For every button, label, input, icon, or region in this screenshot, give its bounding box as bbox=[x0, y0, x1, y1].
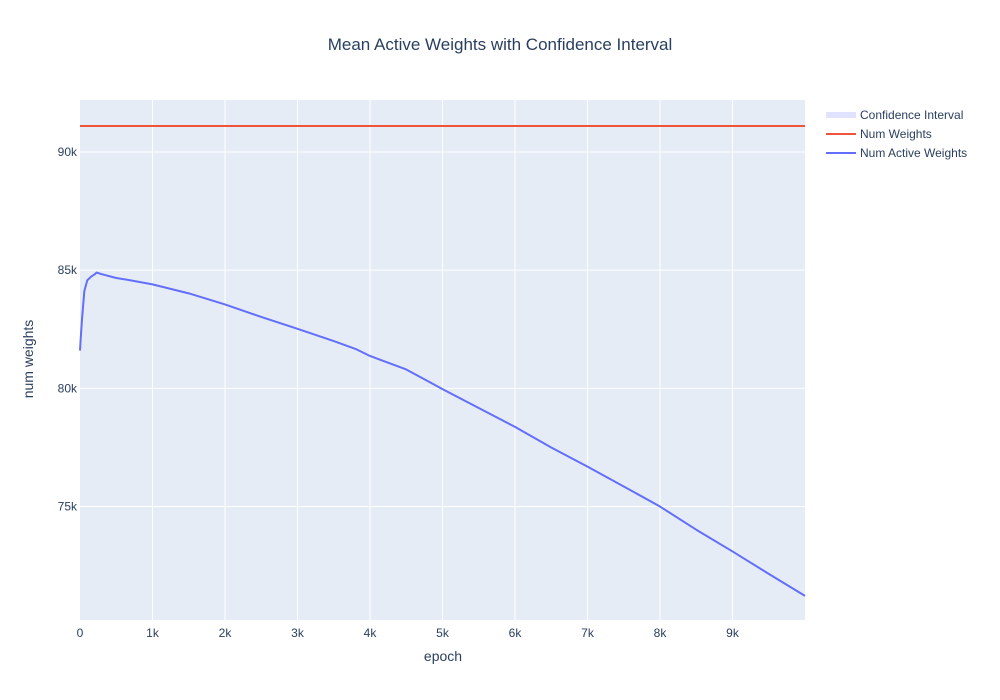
chart-title: Mean Active Weights with Confidence Inte… bbox=[328, 35, 673, 54]
legend-label: Num Active Weights bbox=[860, 146, 967, 160]
x-tick-label: 8k bbox=[654, 626, 668, 640]
legend-label: Num Weights bbox=[860, 127, 932, 141]
x-tick-label: 5k bbox=[436, 626, 450, 640]
x-tick-label: 7k bbox=[581, 626, 595, 640]
y-tick-label: 90k bbox=[58, 145, 78, 159]
x-axis-title: epoch bbox=[424, 648, 462, 664]
x-tick-label: 2k bbox=[219, 626, 233, 640]
y-axis-title: num weights bbox=[20, 320, 36, 399]
legend-label: Confidence Interval bbox=[860, 108, 963, 122]
x-tick-label: 4k bbox=[364, 626, 378, 640]
legend-item-num-active-weights[interactable]: Num Active Weights bbox=[826, 146, 967, 160]
x-tick-label: 9k bbox=[726, 626, 740, 640]
x-tick-label: 3k bbox=[291, 626, 305, 640]
legend-item-confidence-interval[interactable]: Confidence Interval bbox=[826, 108, 963, 122]
legend-item-num-weights[interactable]: Num Weights bbox=[826, 127, 932, 141]
x-tick-label: 1k bbox=[146, 626, 160, 640]
x-tick-label: 0 bbox=[77, 626, 84, 640]
num-active-weights-line bbox=[79, 271, 806, 597]
x-tick-label: 6k bbox=[509, 626, 523, 640]
y-tick-label: 80k bbox=[58, 381, 78, 395]
y-tick-label: 85k bbox=[58, 263, 78, 277]
y-tick-label: 75k bbox=[58, 500, 78, 514]
